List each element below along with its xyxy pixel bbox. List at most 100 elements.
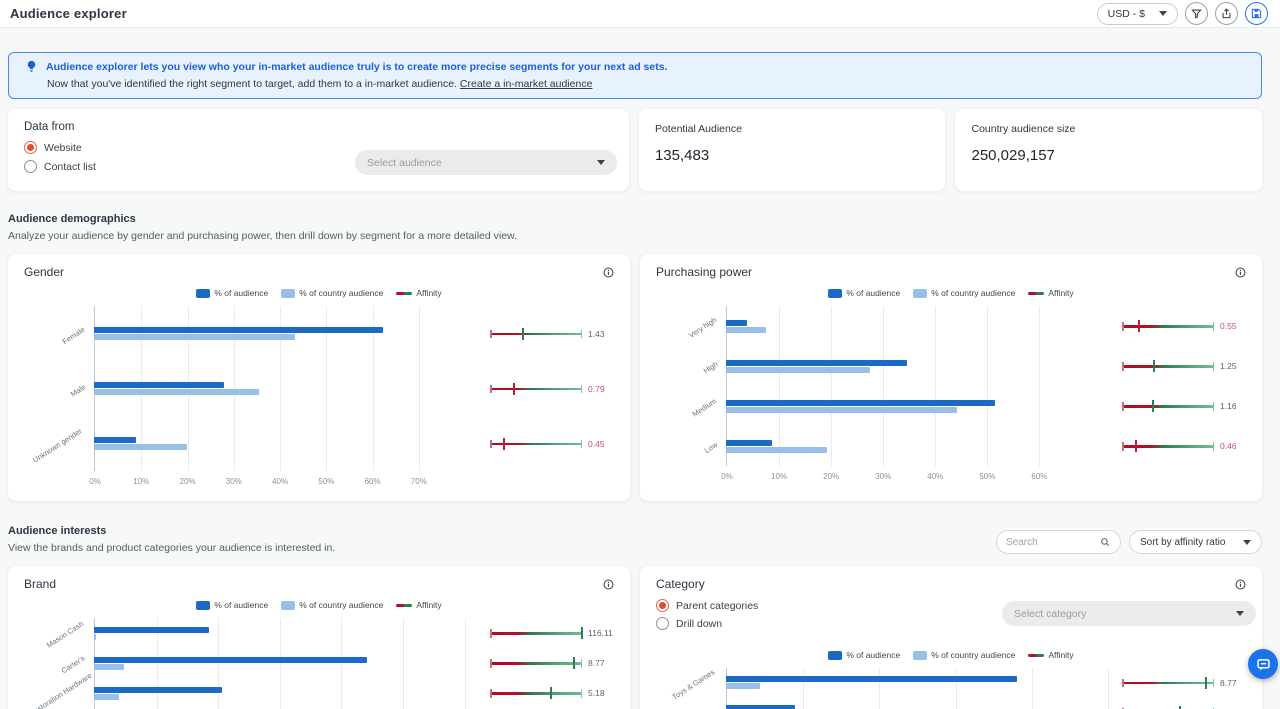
country-audience-bar[interactable]: [726, 327, 766, 333]
sort-by-affinity-dropdown[interactable]: Sort by affinity ratio: [1129, 530, 1262, 554]
info-icon[interactable]: [603, 579, 614, 590]
info-icon[interactable]: [603, 267, 614, 278]
currency-selector[interactable]: USD - $: [1097, 3, 1178, 25]
select-audience-dropdown[interactable]: Select audience: [355, 150, 617, 175]
select-category-dropdown[interactable]: Select category: [1002, 601, 1256, 626]
radio-drill-down[interactable]: Drill down: [656, 617, 758, 630]
chart-legend: % of audience % of country audience Affi…: [656, 650, 1246, 660]
country-swatch: [913, 651, 927, 660]
affinity-marker: [550, 687, 552, 699]
affinity-gauge: [1122, 400, 1214, 412]
audience-bar[interactable]: [726, 676, 1017, 682]
audience-bar[interactable]: [94, 687, 222, 693]
country-audience-bar[interactable]: [94, 389, 259, 395]
affinity-marker: [573, 657, 575, 669]
audience-bar[interactable]: [94, 437, 136, 443]
category-label: Very high: [687, 315, 718, 340]
category-chart-card: Category Parent categories Drill down: [640, 566, 1262, 709]
affinity-marker: [1152, 400, 1154, 412]
country-audience-bar[interactable]: [726, 407, 957, 413]
chevron-down-icon: [1159, 11, 1167, 16]
audience-bar[interactable]: [726, 360, 907, 366]
audience-bar[interactable]: [726, 440, 772, 446]
x-axis-tick: 30%: [875, 472, 891, 481]
purchasing-power-chart: 0%10%20%30%40%50%60%Very high0.55High1.2…: [656, 306, 1246, 484]
audience-bar[interactable]: [94, 627, 209, 633]
audience-bar[interactable]: [94, 657, 367, 663]
affinity-value: 8.77: [588, 658, 605, 668]
affinity-gauge: [490, 627, 582, 639]
chat-icon: [1256, 657, 1271, 672]
potential-audience-card: Potential Audience 135,483: [639, 109, 946, 191]
info-icon[interactable]: [1235, 267, 1246, 278]
country-swatch: [281, 601, 295, 610]
legend-audience-label: % of audience: [846, 650, 900, 660]
affinity-swatch: [396, 292, 412, 295]
banner-headline: Audience explorer lets you view who your…: [46, 61, 667, 73]
category-chart-title: Category: [656, 577, 705, 591]
chart-row: Carter's8.77: [24, 648, 614, 678]
category-label: Female: [61, 324, 87, 345]
info-icon[interactable]: [1235, 579, 1246, 590]
x-axis-tick: 40%: [272, 477, 288, 486]
country-audience-bar[interactable]: [726, 367, 870, 373]
audience-swatch: [196, 601, 210, 610]
affinity-swatch: [1028, 292, 1044, 295]
affinity-marker: [513, 383, 515, 395]
chart-row: Medium1.16: [656, 386, 1246, 426]
chart-row: Low0.46: [656, 426, 1246, 466]
audience-bar[interactable]: [726, 705, 795, 709]
country-audience-bar[interactable]: [94, 444, 187, 450]
x-axis-tick: 70%: [411, 477, 427, 486]
country-audience-size-value: 250,029,157: [971, 147, 1246, 164]
country-audience-bar[interactable]: [726, 447, 827, 453]
affinity-value: 0.46: [1220, 441, 1237, 451]
country-audience-bar[interactable]: [94, 634, 96, 640]
chat-button[interactable]: [1248, 649, 1278, 679]
chart-row: Female1.43: [24, 306, 614, 361]
legend-country-label: % of country audience: [931, 288, 1015, 298]
legend-country-label: % of country audience: [299, 288, 383, 298]
affinity-gauge: [1122, 440, 1214, 452]
affinity-gauge: [490, 438, 582, 450]
country-audience-bar[interactable]: [726, 683, 760, 689]
chevron-down-icon: [1243, 540, 1251, 545]
affinity-marker: [522, 328, 524, 340]
category-label: Mason Cash: [45, 619, 85, 649]
select-category-placeholder: Select category: [1014, 608, 1086, 620]
audience-interests-title: Audience interests: [8, 525, 335, 537]
potential-audience-label: Potential Audience: [655, 123, 930, 135]
save-button[interactable]: [1245, 2, 1268, 25]
country-audience-bar[interactable]: [94, 664, 124, 670]
category-label: Medium: [691, 396, 718, 418]
chart-row: Unknown gender0.45: [24, 416, 614, 471]
gender-chart: 0%10%20%30%40%50%60%70%Female1.43Male0.7…: [24, 306, 614, 489]
affinity-swatch: [1028, 654, 1044, 657]
page-title: Audience explorer: [10, 6, 127, 21]
purchasing-power-chart-title: Purchasing power: [656, 265, 752, 279]
country-audience-bar[interactable]: [94, 694, 119, 700]
audience-bar[interactable]: [94, 327, 383, 333]
chart-row: Restoration Hardware5.18: [24, 678, 614, 708]
affinity-value: 116.11: [588, 628, 613, 638]
chart-legend: % of audience % of country audience Affi…: [24, 600, 614, 610]
filter-button[interactable]: [1185, 2, 1208, 25]
category-label: Male: [69, 382, 88, 398]
sort-label: Sort by affinity ratio: [1140, 537, 1225, 548]
audience-bar[interactable]: [726, 320, 747, 326]
legend-audience-label: % of audience: [846, 288, 900, 298]
audience-bar[interactable]: [94, 382, 224, 388]
country-audience-bar[interactable]: [94, 334, 295, 340]
affinity-gauge: [490, 687, 582, 699]
share-button[interactable]: [1215, 2, 1238, 25]
chart-row: Toys & Games8.77: [656, 668, 1246, 697]
create-in-market-audience-link[interactable]: Create a in-market audience: [460, 78, 593, 90]
radio-parent-categories[interactable]: Parent categories: [656, 599, 758, 612]
affinity-gauge: [490, 328, 582, 340]
radio-parent-categories-label: Parent categories: [676, 600, 758, 612]
audience-bar[interactable]: [726, 400, 995, 406]
chart-legend: % of audience % of country audience Affi…: [656, 288, 1246, 298]
search-icon[interactable]: [1100, 537, 1110, 547]
search-input[interactable]: [1006, 537, 1096, 548]
affinity-marker: [1135, 440, 1137, 452]
